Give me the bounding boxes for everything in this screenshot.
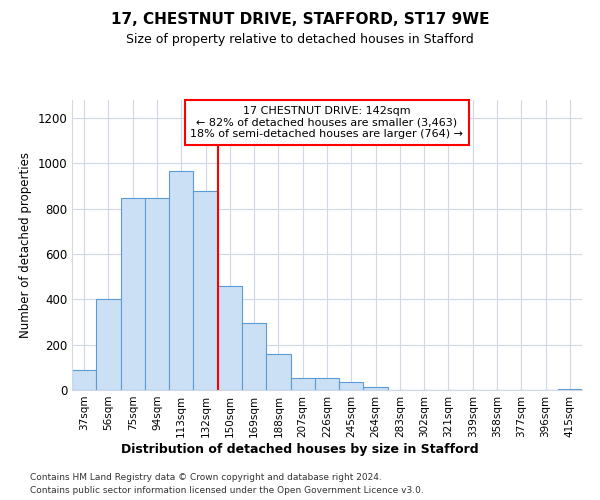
Bar: [364, 386, 388, 390]
Bar: [96, 300, 121, 390]
Bar: [121, 198, 145, 390]
Text: Contains HM Land Registry data © Crown copyright and database right 2024.: Contains HM Land Registry data © Crown c…: [30, 472, 382, 482]
Bar: [315, 378, 339, 390]
Bar: [266, 354, 290, 390]
Bar: [145, 198, 169, 390]
Bar: [193, 190, 218, 390]
Text: Size of property relative to detached houses in Stafford: Size of property relative to detached ho…: [126, 32, 474, 46]
Text: Distribution of detached houses by size in Stafford: Distribution of detached houses by size …: [121, 442, 479, 456]
Text: 17 CHESTNUT DRIVE: 142sqm
← 82% of detached houses are smaller (3,463)
18% of se: 17 CHESTNUT DRIVE: 142sqm ← 82% of detac…: [191, 106, 464, 139]
Bar: [290, 378, 315, 390]
Y-axis label: Number of detached properties: Number of detached properties: [19, 152, 32, 338]
Bar: [169, 172, 193, 390]
Bar: [72, 370, 96, 390]
Text: Contains public sector information licensed under the Open Government Licence v3: Contains public sector information licen…: [30, 486, 424, 495]
Text: 17, CHESTNUT DRIVE, STAFFORD, ST17 9WE: 17, CHESTNUT DRIVE, STAFFORD, ST17 9WE: [111, 12, 489, 28]
Bar: [242, 323, 266, 390]
Bar: [558, 389, 582, 390]
Bar: [218, 286, 242, 390]
Bar: [339, 382, 364, 390]
